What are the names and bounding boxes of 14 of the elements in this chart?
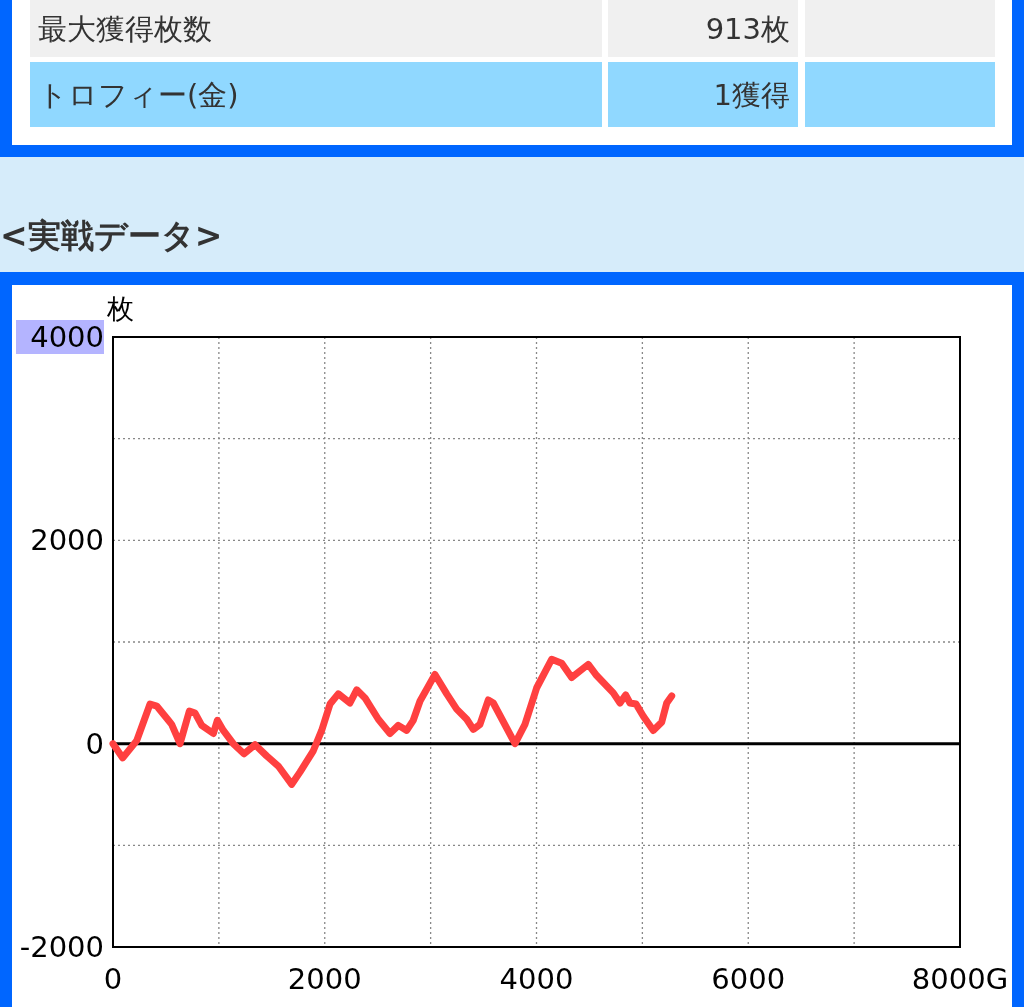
y-tick-label: 4000 <box>30 320 104 354</box>
y-axis-title: 枚 <box>106 293 134 324</box>
x-tick-label: 6000 <box>711 962 786 996</box>
text: トロフィー(金) <box>38 77 239 112</box>
x-tick-label: 2000 <box>287 962 362 996</box>
y-tick-label: -2000 <box>19 930 104 964</box>
text: 913枚 <box>705 11 790 46</box>
text: 1獲得 <box>713 77 790 112</box>
chart-title: <実戦データ> <box>0 216 223 255</box>
x-tick-label: 8000G <box>911 962 1009 996</box>
text: 最大獲得枚数 <box>38 11 212 46</box>
y-tick-label: 0 <box>85 726 104 761</box>
x-tick-label: 4000 <box>499 962 574 996</box>
y-tick-label: 2000 <box>30 523 104 558</box>
